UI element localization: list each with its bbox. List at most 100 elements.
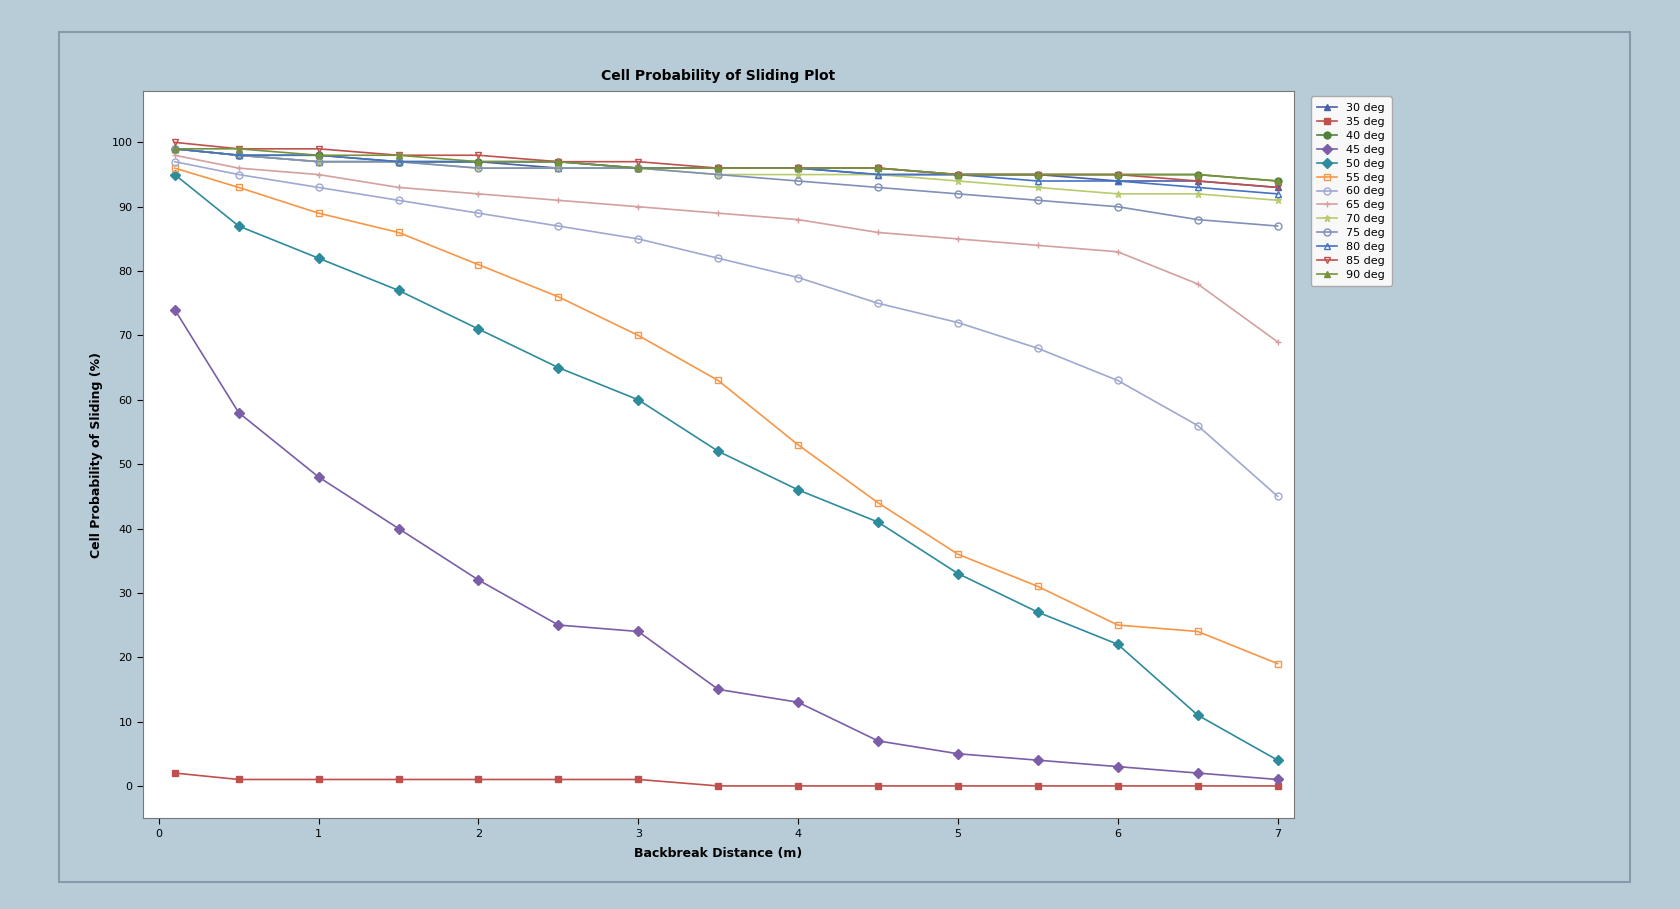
70 deg — [1188, 188, 1208, 199]
85 deg — [165, 137, 185, 148]
80 deg — [1107, 175, 1127, 186]
70 deg — [548, 163, 568, 174]
35 deg — [869, 781, 889, 792]
50 deg — [628, 395, 648, 405]
70 deg — [788, 169, 808, 180]
80 deg — [1188, 182, 1208, 193]
40 deg — [548, 156, 568, 167]
Line: 55 deg: 55 deg — [171, 165, 1282, 667]
30 deg — [165, 144, 185, 155]
80 deg — [948, 169, 968, 180]
35 deg — [165, 767, 185, 778]
65 deg — [709, 208, 729, 219]
Line: 50 deg: 50 deg — [171, 171, 1282, 764]
50 deg — [228, 221, 249, 232]
80 deg — [1028, 175, 1048, 186]
90 deg — [469, 156, 489, 167]
75 deg — [948, 188, 968, 199]
75 deg — [548, 163, 568, 174]
40 deg — [165, 144, 185, 155]
55 deg — [709, 375, 729, 386]
85 deg — [788, 163, 808, 174]
50 deg — [388, 285, 408, 295]
80 deg — [309, 150, 329, 161]
65 deg — [1107, 246, 1127, 257]
30 deg — [709, 163, 729, 174]
50 deg — [1028, 606, 1048, 617]
30 deg — [948, 169, 968, 180]
85 deg — [388, 150, 408, 161]
75 deg — [869, 182, 889, 193]
60 deg — [228, 169, 249, 180]
70 deg — [388, 156, 408, 167]
90 deg — [228, 144, 249, 155]
Line: 90 deg: 90 deg — [171, 145, 1282, 185]
70 deg — [309, 156, 329, 167]
35 deg — [1267, 781, 1287, 792]
55 deg — [628, 330, 648, 341]
30 deg — [309, 156, 329, 167]
70 deg — [1028, 182, 1048, 193]
75 deg — [1188, 215, 1208, 225]
30 deg — [1267, 182, 1287, 193]
55 deg — [165, 163, 185, 174]
35 deg — [469, 774, 489, 785]
50 deg — [788, 484, 808, 495]
70 deg — [709, 169, 729, 180]
35 deg — [228, 774, 249, 785]
Line: 45 deg: 45 deg — [171, 306, 1282, 783]
40 deg — [228, 150, 249, 161]
85 deg — [709, 163, 729, 174]
80 deg — [628, 163, 648, 174]
65 deg — [309, 169, 329, 180]
60 deg — [788, 272, 808, 283]
35 deg — [388, 774, 408, 785]
55 deg — [1028, 581, 1048, 592]
40 deg — [1107, 169, 1127, 180]
65 deg — [788, 215, 808, 225]
45 deg — [469, 574, 489, 585]
35 deg — [548, 774, 568, 785]
75 deg — [165, 144, 185, 155]
45 deg — [948, 748, 968, 759]
65 deg — [1188, 278, 1208, 289]
55 deg — [228, 182, 249, 193]
90 deg — [788, 163, 808, 174]
90 deg — [1267, 175, 1287, 186]
85 deg — [869, 163, 889, 174]
75 deg — [228, 150, 249, 161]
35 deg — [1028, 781, 1048, 792]
70 deg — [869, 169, 889, 180]
60 deg — [309, 182, 329, 193]
80 deg — [165, 144, 185, 155]
75 deg — [1107, 201, 1127, 212]
45 deg — [309, 472, 329, 483]
Line: 60 deg: 60 deg — [171, 158, 1282, 500]
70 deg — [165, 144, 185, 155]
45 deg — [1107, 761, 1127, 772]
40 deg — [1267, 175, 1287, 186]
90 deg — [1107, 169, 1127, 180]
40 deg — [1188, 169, 1208, 180]
50 deg — [469, 324, 489, 335]
45 deg — [228, 407, 249, 418]
30 deg — [628, 163, 648, 174]
60 deg — [1188, 420, 1208, 431]
70 deg — [628, 163, 648, 174]
80 deg — [788, 163, 808, 174]
70 deg — [948, 175, 968, 186]
55 deg — [1188, 626, 1208, 637]
Line: 75 deg: 75 deg — [171, 145, 1282, 229]
40 deg — [388, 156, 408, 167]
75 deg — [309, 156, 329, 167]
65 deg — [165, 150, 185, 161]
45 deg — [548, 620, 568, 631]
50 deg — [869, 516, 889, 527]
70 deg — [1267, 195, 1287, 205]
55 deg — [388, 227, 408, 238]
50 deg — [165, 169, 185, 180]
85 deg — [548, 156, 568, 167]
55 deg — [948, 549, 968, 560]
35 deg — [1107, 781, 1127, 792]
45 deg — [869, 735, 889, 746]
